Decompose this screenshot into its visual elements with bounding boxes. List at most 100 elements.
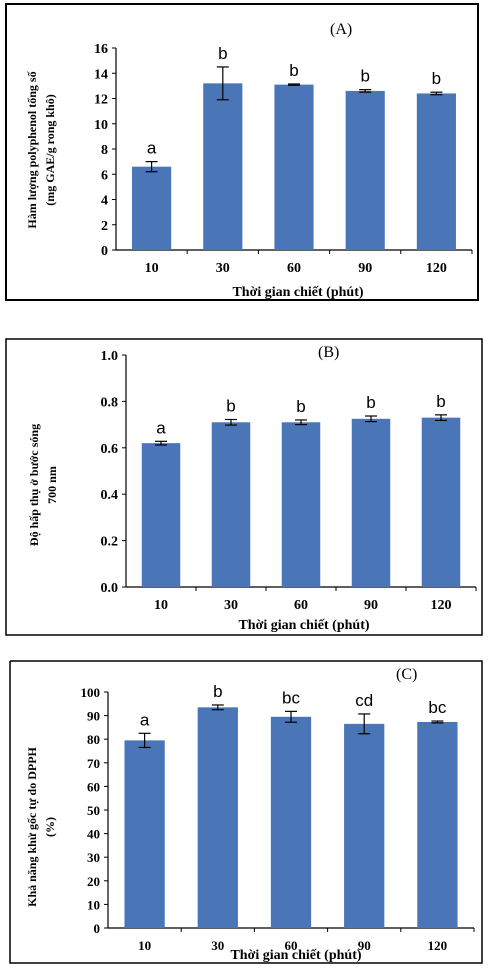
chart-a-svg: (A) Thời gian chiết (phút) Hàm lượng pol…: [5, 3, 479, 301]
chart-a-y-tick-label: 6: [101, 168, 108, 183]
chart-a-y-tick-label: 16: [94, 42, 108, 57]
chart-c-bar: [270, 716, 312, 928]
chart-c-x-tick-label: 120: [428, 938, 448, 953]
chart-b-y-axis-label-line1: Độ hấp thụ ở bước sóng: [27, 424, 41, 546]
chart-c-error-bar: [138, 732, 151, 749]
chart-panel-c: (C) Thời gian chiết (phút) Khả năng khử …: [0, 657, 492, 968]
chart-b-x-tick-label: 10: [154, 598, 168, 613]
chart-a-y-tick-label: 2: [101, 219, 108, 234]
chart-c-panel-label: (C): [396, 666, 417, 683]
chart-c-y-axis-label-line2: (%): [43, 817, 57, 837]
chart-a-bar: [274, 84, 314, 250]
chart-c-svg: (C) Thời gian chiết (phút) Khả năng khử …: [9, 660, 483, 964]
chart-b-y-tick-label: 1.0: [101, 349, 119, 364]
chart-b-y-axis-label-line2: 700 nm: [45, 466, 59, 504]
chart-a-significance-letter: b: [432, 69, 441, 88]
chart-b-x-tick-label: 120: [431, 598, 452, 613]
chart-a-bar: [345, 90, 385, 250]
chart-c-x-tick-label: 10: [138, 938, 151, 953]
chart-b-significance-letter: b: [366, 393, 375, 412]
chart-a-significance-letter: b: [360, 67, 369, 86]
chart-c-y-tick-label: 60: [87, 779, 100, 794]
chart-a-x-tick-label: 90: [358, 261, 372, 276]
chart-a-frame: [5, 3, 479, 301]
chart-a-error-bar: [288, 83, 300, 86]
chart-a-significance-letter: b: [289, 61, 298, 80]
chart-b-error-bar: [155, 440, 167, 446]
chart-c-error-bar: [285, 710, 297, 723]
chart-a-x-tick-label: 30: [216, 261, 230, 276]
chart-c-significance-letter: bc: [428, 698, 446, 717]
chart-a-bar: [203, 83, 243, 250]
chart-b-y-tick-label: 0.2: [101, 535, 119, 550]
chart-a-y-tick-label: 8: [101, 143, 108, 158]
chart-a-x-tick-label: 60: [287, 261, 301, 276]
chart-c-x-tick-label: 30: [211, 938, 224, 953]
chart-b-y-tick-label: 0.4: [101, 488, 119, 503]
chart-b-error-bar: [435, 414, 447, 422]
chart-b-error-bar: [365, 415, 377, 423]
chart-b-significance-letter: b: [436, 392, 445, 411]
chart-c-error-bar: [211, 704, 224, 711]
chart-a-y-tick-label: 4: [101, 194, 108, 209]
chart-a-bar: [132, 166, 172, 250]
chart-b-x-axis-label: Thời gian chiết (phút): [238, 618, 369, 633]
chart-c-y-tick-label: 100: [81, 685, 101, 700]
chart-b-significance-letter: a: [156, 418, 166, 437]
chart-c-y-tick-label: 20: [87, 874, 100, 889]
chart-b-bar: [211, 422, 251, 587]
chart-a-significance-letter: b: [218, 44, 227, 63]
chart-b-y-tick-label: 0.6: [101, 442, 119, 457]
chart-a-y-tick-label: 0: [101, 244, 108, 259]
chart-c-bar: [197, 707, 238, 928]
chart-c-y-tick-label: 10: [87, 897, 100, 912]
chart-c-bar: [124, 740, 165, 928]
chart-a-y-axis-label-line2: (mg GAE/g rong khô): [43, 94, 57, 205]
chart-c-x-tick-label: 60: [285, 938, 298, 953]
chart-panel-a: (A) Thời gian chiết (phút) Hàm lượng pol…: [0, 0, 492, 305]
chart-a-bar: [416, 93, 456, 250]
chart-b-x-tick-label: 60: [294, 598, 308, 613]
chart-a-panel-label: (A): [330, 21, 352, 38]
chart-c-bar: [344, 723, 385, 928]
chart-c-significance-letter: b: [213, 682, 222, 701]
chart-c-y-tick-label: 70: [87, 756, 100, 771]
chart-a-axes: 0 2 4 6 8 10 12 14 16: [94, 42, 472, 259]
chart-c-y-tick-label: 90: [87, 709, 100, 724]
chart-b-panel-label: (B): [318, 344, 339, 361]
chart-c-y-tick-label: 30: [87, 850, 100, 865]
chart-a-error-bar: [145, 161, 158, 173]
chart-a-y-tick-label: 14: [94, 67, 108, 82]
chart-c-y-tick-label: 50: [87, 803, 100, 818]
chart-b-bar: [281, 422, 321, 587]
chart-c-error-bar: [358, 713, 371, 735]
chart-b-svg: (B) Thời gian chiết (phút) Độ hấp thụ ở …: [5, 338, 483, 636]
chart-a-error-bar: [359, 89, 372, 93]
chart-b-x-tick-label: 90: [364, 598, 378, 613]
chart-b-bar: [351, 418, 391, 587]
chart-a-y-tick-label: 10: [94, 118, 108, 133]
chart-c-significance-letter: bc: [282, 688, 300, 707]
chart-c-y-tick-label: 80: [87, 732, 100, 747]
chart-a-y-tick-label: 12: [94, 93, 108, 108]
chart-b-significance-letter: b: [296, 397, 305, 416]
chart-b-bar: [421, 417, 461, 587]
chart-c-y-axis-label-line1: Khả năng khử gốc tự do DPPH: [25, 746, 39, 906]
chart-a-x-tick-label: 10: [145, 261, 159, 276]
chart-c-x-axis-label: Thời gian chiết (phút): [230, 948, 361, 963]
chart-a-x-tick-label: 120: [426, 261, 447, 276]
chart-b-frame: [5, 338, 483, 636]
chart-panel-b: (B) Thời gian chiết (phút) Độ hấp thụ ở …: [0, 335, 492, 640]
chart-b-y-tick-label: 0.0: [101, 581, 119, 596]
chart-c-error-bar: [431, 720, 444, 724]
chart-b-error-bar: [295, 419, 307, 426]
chart-a-error-bar: [216, 66, 229, 101]
chart-a-y-axis-label-line1: Hàm lượng polyphenol tổng số: [25, 70, 39, 228]
chart-c-x-tick-label: 90: [358, 938, 371, 953]
chart-c-y-tick-label: 0: [94, 921, 101, 936]
chart-c-bar: [417, 721, 458, 928]
chart-b-error-bar: [225, 418, 237, 426]
chart-c-y-tick-label: 40: [87, 827, 100, 842]
chart-b-y-tick-label: 0.8: [101, 395, 119, 410]
chart-c-frame: [9, 660, 483, 964]
